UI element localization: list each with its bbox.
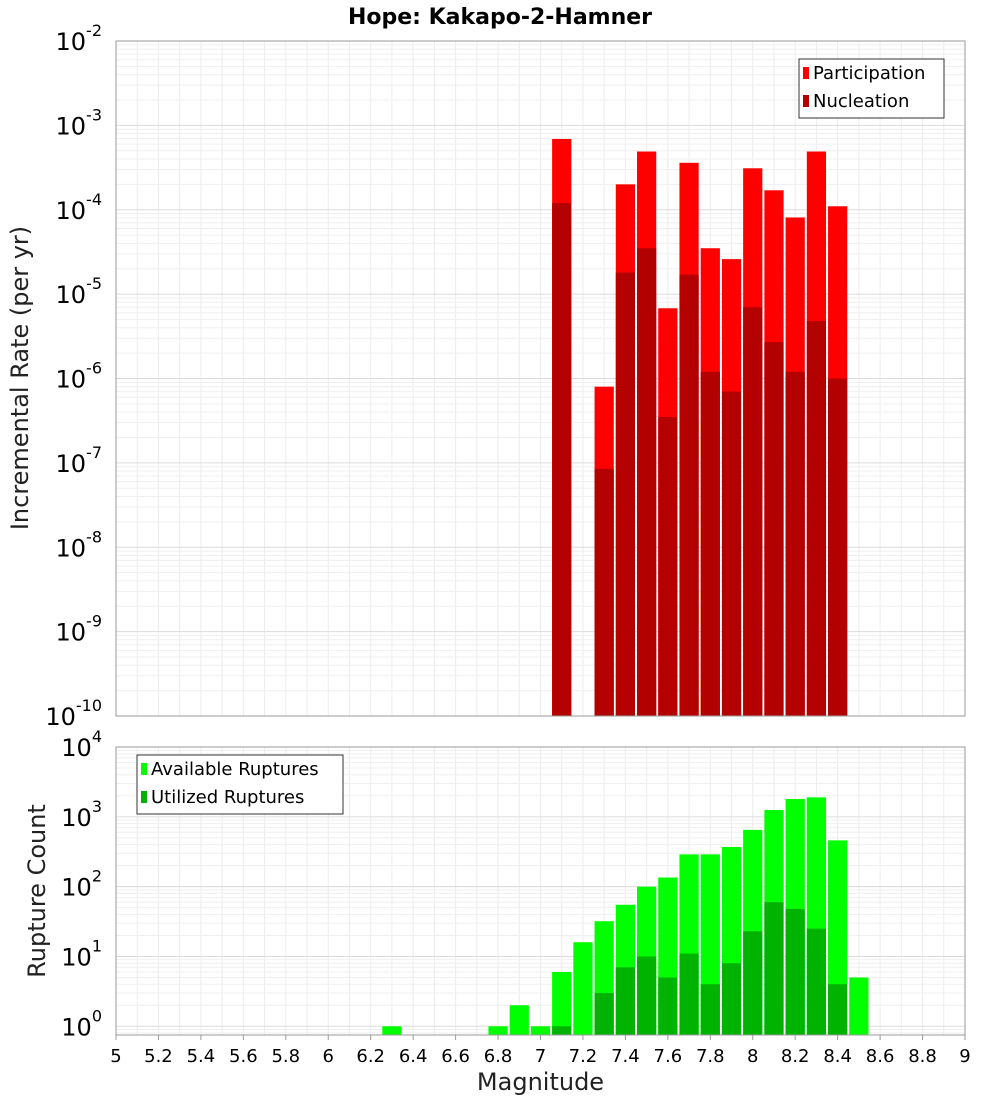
y-tick-label: 102 bbox=[61, 867, 102, 902]
bar-nucleation bbox=[721, 391, 742, 716]
x-tick-label: 6.8 bbox=[484, 1046, 513, 1067]
y-tick-label: 101 bbox=[61, 936, 102, 971]
y-axis-label: Incremental Rate (per yr) bbox=[6, 226, 34, 530]
chart-title: Hope: Kakapo-2-Hamner bbox=[348, 5, 652, 30]
x-tick-label: 7 bbox=[535, 1046, 546, 1067]
x-tick-label: 5.8 bbox=[271, 1046, 300, 1067]
bar-utilized bbox=[594, 992, 614, 1035]
x-tick-label: 5 bbox=[110, 1046, 121, 1067]
x-tick-label: 5.2 bbox=[144, 1046, 173, 1067]
bar-nucleation bbox=[806, 321, 827, 716]
legend-label: Available Ruptures bbox=[151, 759, 319, 780]
y-tick-label: 10-9 bbox=[56, 612, 103, 647]
x-tick-label: 5.4 bbox=[187, 1046, 216, 1067]
legend: Participation Nucleation bbox=[798, 58, 945, 119]
bar-nucleation bbox=[743, 307, 763, 716]
legend-label: Participation bbox=[813, 63, 925, 84]
legend-box bbox=[798, 58, 945, 119]
legend-swatch bbox=[803, 95, 809, 107]
plot-frame bbox=[115, 40, 966, 717]
bar-nucleation bbox=[828, 378, 848, 716]
y-tick-label: 10-6 bbox=[56, 359, 103, 394]
bar-utilized bbox=[764, 902, 784, 1035]
bar-nucleation bbox=[637, 248, 657, 717]
bar-utilized bbox=[806, 928, 827, 1035]
bar-nucleation bbox=[764, 342, 784, 716]
rate-panel: 10-2 10-3 10-4 10-5 10-6 10-7 10-8 10-9 10-10 Inc… bbox=[6, 21, 966, 731]
x-tick-label: 8.6 bbox=[866, 1046, 895, 1067]
bar-nucleation bbox=[785, 371, 805, 716]
bar-available bbox=[552, 971, 572, 1035]
x-tick-label: 6.2 bbox=[356, 1046, 385, 1067]
x-tick-label: 8 bbox=[747, 1046, 758, 1067]
y-tick-label: 10-7 bbox=[56, 443, 103, 478]
bar-available bbox=[530, 1026, 551, 1035]
x-tick-label: 9 bbox=[959, 1046, 970, 1067]
bar-available bbox=[509, 1005, 529, 1035]
x-tick-label: 5.6 bbox=[229, 1046, 258, 1067]
y-tick-label: 103 bbox=[61, 797, 102, 832]
y-tick-label: 10-10 bbox=[45, 696, 102, 731]
bar-utilized bbox=[658, 977, 678, 1035]
bar-available bbox=[849, 977, 869, 1035]
y-tick-label: 10-4 bbox=[56, 190, 103, 225]
x-tick-label: 6.6 bbox=[441, 1046, 470, 1067]
x-tick-label: 6.4 bbox=[399, 1046, 428, 1067]
y-tick-label: 10-5 bbox=[56, 274, 103, 309]
legend: Available Ruptures Utilized Ruptures bbox=[136, 754, 344, 815]
x-tick-label: 7.2 bbox=[569, 1046, 598, 1067]
bar-nucleation bbox=[700, 371, 720, 716]
x-tick-label: 8.4 bbox=[823, 1046, 852, 1067]
rupture-count-panel: 104 103 102 101 100 Rupture Count 5 5.2 5.4 5.6 5.… bbox=[23, 727, 971, 1096]
x-axis-label: Magnitude bbox=[477, 1068, 604, 1096]
x-tick-label: 7.8 bbox=[696, 1046, 725, 1067]
bar-available bbox=[488, 1026, 508, 1035]
legend-swatch bbox=[141, 763, 147, 775]
y-tick-labels: 10-2 10-3 10-4 10-5 10-6 10-7 10-8 10-9 10-10 bbox=[45, 21, 102, 731]
x-tick-label: 7.6 bbox=[654, 1046, 683, 1067]
bar-utilized bbox=[615, 967, 636, 1035]
bar-available bbox=[382, 1026, 402, 1035]
y-tick-label: 10-2 bbox=[56, 21, 103, 56]
x-tick-label: 7.4 bbox=[611, 1046, 640, 1067]
bar-utilized bbox=[785, 908, 805, 1035]
x-tick-label: 6 bbox=[323, 1046, 334, 1067]
y-tick-label: 10-3 bbox=[56, 105, 103, 140]
y-tick-label: 104 bbox=[61, 727, 102, 762]
x-tick-labels: 5 5.2 5.4 5.6 5.8 6 6.2 6.4 6.6 6.8 7 7.2 7.4 7.6 7.8 8… bbox=[110, 1035, 971, 1067]
bar-nucleation bbox=[679, 274, 699, 716]
x-tick-label: 8.2 bbox=[781, 1046, 810, 1067]
bar-nucleation bbox=[615, 272, 636, 716]
bars bbox=[552, 138, 848, 717]
bar-utilized bbox=[743, 931, 763, 1035]
y-axis-label: Rupture Count bbox=[23, 804, 51, 978]
bar-nucleation bbox=[552, 203, 572, 716]
legend-box bbox=[136, 754, 344, 815]
bar-nucleation bbox=[594, 468, 614, 716]
legend-swatch bbox=[803, 67, 809, 79]
bar-utilized bbox=[721, 963, 742, 1035]
bar-utilized bbox=[552, 1026, 572, 1035]
legend-swatch bbox=[141, 791, 147, 803]
bars bbox=[382, 797, 869, 1035]
bar-utilized bbox=[700, 984, 720, 1035]
bar-available bbox=[573, 942, 593, 1035]
bar-utilized bbox=[828, 984, 848, 1035]
bar-utilized bbox=[637, 956, 657, 1035]
y-tick-label: 100 bbox=[61, 1006, 102, 1041]
x-tick-label: 8.8 bbox=[908, 1046, 937, 1067]
legend-label: Nucleation bbox=[813, 91, 909, 112]
y-tick-labels: 104 103 102 101 100 bbox=[61, 727, 102, 1041]
legend-label: Utilized Ruptures bbox=[151, 787, 304, 808]
bar-utilized bbox=[679, 953, 699, 1035]
y-tick-label: 10-8 bbox=[56, 527, 103, 562]
bar-nucleation bbox=[658, 416, 678, 716]
